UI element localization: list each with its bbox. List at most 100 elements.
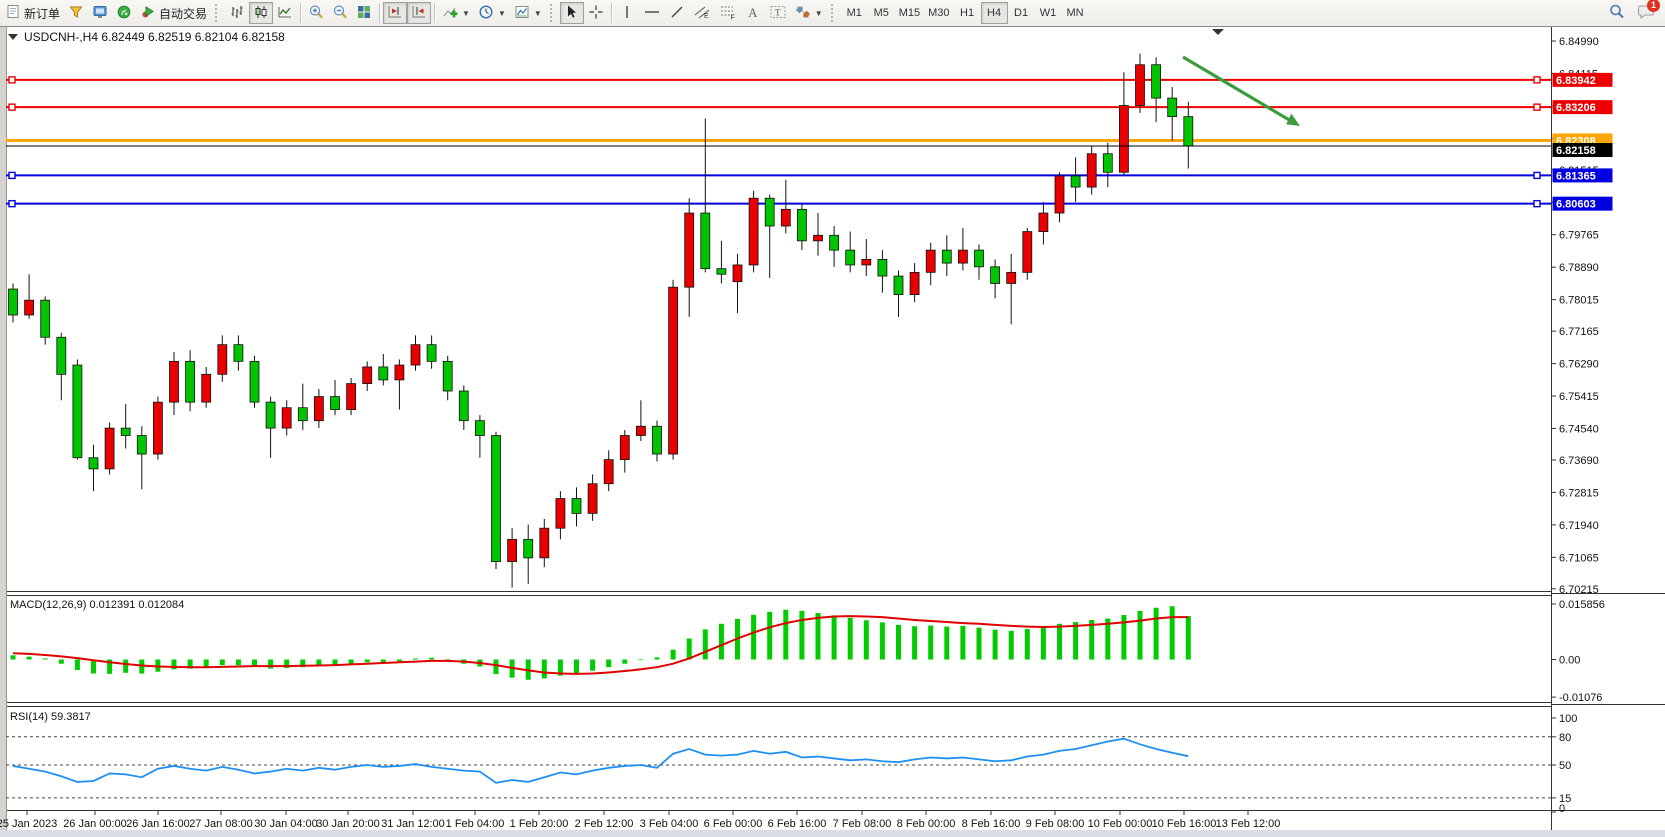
- candle-body: [571, 498, 582, 514]
- fibonacci-button[interactable]: F: [715, 2, 741, 24]
- market-funnel-button[interactable]: [64, 2, 88, 24]
- tf-m15-button[interactable]: M15: [895, 2, 924, 24]
- tf-h4-button[interactable]: H4: [980, 2, 1008, 24]
- candle-body: [217, 344, 228, 375]
- candle-body: [925, 249, 936, 273]
- zoom-out-button[interactable]: [328, 2, 352, 24]
- candle-body: [426, 344, 437, 362]
- candle-body: [346, 383, 357, 410]
- autotrading-label: 自动交易: [159, 6, 208, 21]
- arrows-icon: [795, 4, 811, 23]
- trendline-button[interactable]: [665, 2, 689, 24]
- candle-body: [603, 459, 614, 485]
- pane-frames: [6, 27, 1665, 830]
- line-handle[interactable]: [1533, 76, 1541, 84]
- monitor-icon: [92, 4, 108, 23]
- indicators-icon: [442, 4, 458, 23]
- line-handle[interactable]: [1533, 199, 1541, 208]
- line-chart-button[interactable]: [273, 2, 297, 24]
- svg-text:100: 100: [1559, 713, 1577, 725]
- line-handle[interactable]: [8, 103, 16, 111]
- time-label: 9 Feb 08:00: [1026, 818, 1085, 830]
- equidistant-channel-button[interactable]: E: [689, 2, 715, 24]
- zoom-in-button[interactable]: [304, 2, 328, 24]
- chart-shift-button[interactable]: [407, 2, 432, 24]
- rsi-label: RSI(14) 59.3817: [10, 711, 91, 723]
- trend-arrow[interactable]: [1182, 55, 1300, 126]
- candle-body: [72, 364, 83, 459]
- candle-body: [281, 407, 292, 429]
- price-axis: 6.849906.841156.832406.823656.815156.806…: [1551, 36, 1599, 596]
- candle-body: [201, 373, 212, 403]
- arrows-button[interactable]: ▼: [791, 2, 827, 24]
- tf-d1-button[interactable]: D1: [1008, 2, 1035, 24]
- time-label: 8 Feb 00:00: [897, 818, 956, 830]
- candle-body: [958, 249, 968, 264]
- price-axis-labels: 6.839426.832066.823086.813656.806036.821…: [1552, 72, 1613, 211]
- candle-body: [136, 435, 147, 455]
- tf-m30-button[interactable]: M30: [924, 2, 953, 24]
- svg-text:6.78015: 6.78015: [1559, 295, 1599, 307]
- crosshair-button[interactable]: [584, 2, 608, 24]
- new-order-label: 新订单: [24, 6, 61, 21]
- tf-w1-button[interactable]: W1: [1035, 2, 1062, 24]
- text-button[interactable]: A: [741, 2, 765, 24]
- line-handle[interactable]: [8, 199, 16, 208]
- candle-body: [748, 197, 759, 266]
- horizontal-line[interactable]: [6, 171, 1551, 180]
- chart-shift-marker[interactable]: [1212, 29, 1224, 35]
- candle-body: [1119, 105, 1129, 173]
- candle-body: [297, 407, 308, 422]
- indicators-button[interactable]: ▼: [438, 2, 474, 24]
- search-button[interactable]: [1604, 2, 1629, 24]
- clock-icon: [478, 4, 494, 23]
- svg-text:6.81365: 6.81365: [1556, 170, 1596, 182]
- macd-label: MACD(12,26,9) 0.012391 0.012084: [10, 599, 184, 611]
- time-label: 26 Jan 00:00: [63, 818, 127, 830]
- candle-body: [877, 258, 888, 277]
- notifications-button[interactable]: 1: [1633, 0, 1660, 24]
- new-order-button[interactable]: 新订单: [2, 2, 64, 24]
- line-handle[interactable]: [8, 171, 16, 180]
- candle-body: [619, 435, 630, 461]
- candle-body: [362, 366, 373, 385]
- text-label-button[interactable]: T: [765, 2, 791, 24]
- profile-button[interactable]: [88, 2, 112, 24]
- autotrading-button[interactable]: 自动交易: [136, 2, 211, 24]
- svg-text:6.83206: 6.83206: [1556, 102, 1596, 114]
- candlestick-chart-button[interactable]: [249, 2, 274, 24]
- candle-body: [523, 538, 534, 559]
- templates-button[interactable]: ▼: [510, 2, 546, 24]
- candle-body: [1102, 153, 1113, 173]
- candle-body: [474, 420, 485, 436]
- tile-windows-button[interactable]: [352, 2, 376, 24]
- signals-button[interactable]: [112, 2, 136, 24]
- time-label: 1 Feb 04:00: [446, 818, 505, 830]
- horizontal-line-button[interactable]: [639, 2, 665, 24]
- collapse-arrow-icon[interactable]: [8, 34, 18, 40]
- svg-text:E: E: [704, 13, 709, 20]
- chart-shift-icon: [411, 4, 427, 23]
- tf-m1-button[interactable]: M1: [841, 2, 868, 24]
- horizontal-line[interactable]: [6, 76, 1551, 84]
- time-label: 1 Feb 20:00: [510, 818, 569, 830]
- periods-button[interactable]: ▼: [474, 2, 510, 24]
- cursor-button[interactable]: [559, 2, 584, 24]
- horizontal-line[interactable]: [6, 199, 1551, 208]
- svg-text:0.015856: 0.015856: [1559, 599, 1605, 611]
- line-handle[interactable]: [1533, 171, 1541, 180]
- bar-chart-button[interactable]: [225, 2, 249, 24]
- candle-body: [88, 457, 99, 470]
- candlestick-series: [8, 53, 1194, 588]
- candle-body: [990, 266, 1000, 284]
- tf-m5-button[interactable]: M5: [868, 2, 895, 24]
- line-handle[interactable]: [1533, 103, 1541, 111]
- tf-mn-button[interactable]: MN: [1062, 2, 1089, 24]
- tf-h1-button[interactable]: H1: [954, 2, 981, 24]
- auto-scroll-button[interactable]: [383, 2, 408, 24]
- templates-icon: [514, 4, 530, 23]
- horizontal-line[interactable]: [6, 103, 1551, 111]
- line-handle[interactable]: [8, 76, 16, 84]
- vertical-line-button[interactable]: [615, 2, 639, 24]
